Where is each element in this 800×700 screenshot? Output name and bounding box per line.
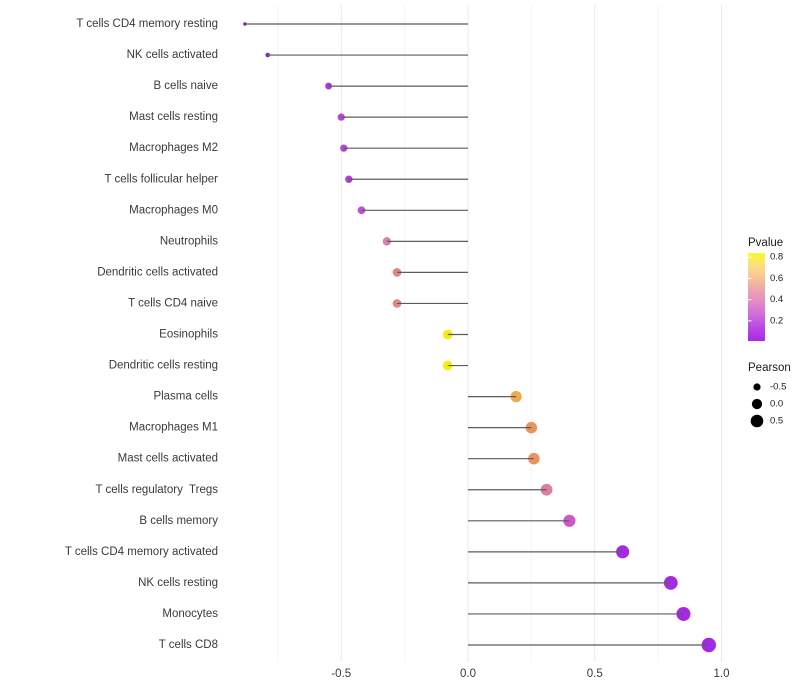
pvalue-tick-label: 0.4 xyxy=(770,294,783,305)
x-axis-tick-label: 0.5 xyxy=(587,668,603,680)
data-point xyxy=(392,299,402,308)
y-axis-label: Dendritic cells activated xyxy=(97,266,218,278)
data-point xyxy=(392,268,402,277)
y-axis-label: NK cells activated xyxy=(127,49,218,61)
y-axis-label: NK cells resting xyxy=(138,577,218,589)
y-axis-label: Macrophages M1 xyxy=(129,422,218,434)
x-axis-tick-label: -0.5 xyxy=(331,668,351,680)
pvalue-legend-title: Pvalue xyxy=(748,237,783,249)
pearson-size-key-label: 0.5 xyxy=(770,416,783,427)
y-axis-label: T cells CD4 memory activated xyxy=(65,546,218,558)
y-axis-label: Neutrophils xyxy=(160,235,218,247)
y-axis-label: B cells naive xyxy=(153,80,218,92)
x-axis-tick-label: 0.0 xyxy=(460,668,476,680)
y-axis-label: T cells regulatory Tregs xyxy=(95,484,218,496)
pvalue-tick-label: 0.2 xyxy=(770,315,783,326)
pearson-size-key-label: 0.0 xyxy=(770,399,783,410)
y-axis-label: T cells follicular helper xyxy=(104,173,218,185)
pvalue-tick-label: 0.8 xyxy=(770,252,783,263)
y-axis-label: Eosinophils xyxy=(159,329,218,341)
y-axis-label: Mast cells activated xyxy=(118,453,218,465)
pearson-size-key-label: -0.5 xyxy=(770,382,786,393)
y-axis-label: Plasma cells xyxy=(153,391,218,403)
y-axis-label: T cells CD8 xyxy=(159,639,218,651)
pvalue-tick-label: 0.6 xyxy=(770,273,783,284)
x-axis-tick-label: 1.0 xyxy=(714,668,730,680)
y-axis-label: T cells CD4 naive xyxy=(128,297,218,309)
y-axis-label: Mast cells resting xyxy=(129,111,218,123)
y-axis-label: T cells CD4 memory resting xyxy=(76,18,218,30)
y-axis-label: Macrophages M2 xyxy=(129,142,218,154)
pearson-size-key-dot xyxy=(753,383,761,391)
y-axis-label: Macrophages M0 xyxy=(129,204,218,216)
y-axis-label: B cells memory xyxy=(139,515,218,527)
data-point xyxy=(357,206,366,215)
y-axis-label: Monocytes xyxy=(162,608,218,620)
pearson-legend-title: Pearson xyxy=(748,362,791,374)
pearson-size-key-dot xyxy=(750,414,764,428)
pearson-size-key-dot xyxy=(751,398,763,410)
pvalue-colorbar xyxy=(748,253,765,341)
y-axis-label: Dendritic cells resting xyxy=(109,360,218,372)
data-point xyxy=(345,175,353,183)
